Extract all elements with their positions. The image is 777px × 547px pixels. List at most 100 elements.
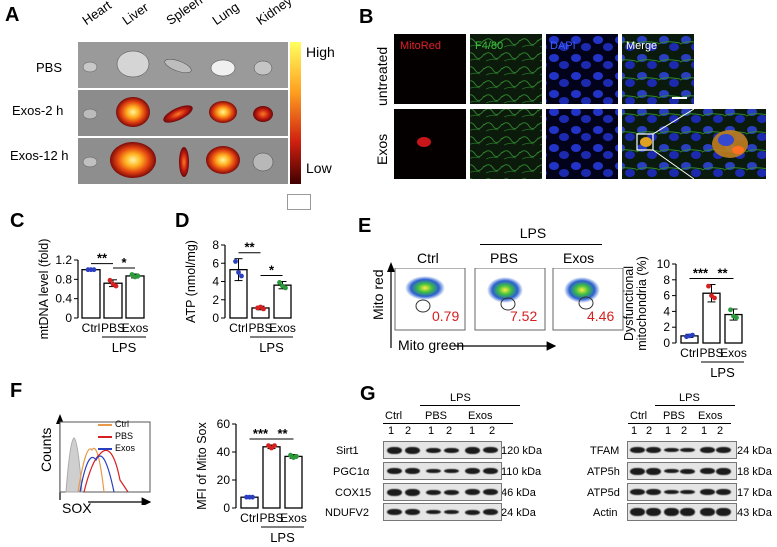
- chart-c-sig-label: *: [121, 255, 127, 270]
- blot-band: [444, 489, 459, 495]
- chart-c-point: [91, 267, 97, 273]
- organ-blob: [110, 142, 156, 178]
- blot-band: [483, 447, 498, 453]
- hist-xlabel: SOX: [62, 500, 92, 516]
- chart-f-ytick-label: 20: [217, 473, 231, 487]
- size-actin: 43 kDa: [737, 507, 772, 519]
- blot-band: [387, 446, 402, 454]
- chart-d-point: [277, 280, 282, 285]
- chart-e-ytick-label: 2: [663, 320, 670, 334]
- legend-swatch-ctrl: [98, 424, 112, 426]
- blot-atp5d: [627, 483, 737, 501]
- lane-1: 1: [388, 425, 395, 437]
- blot-band: [680, 490, 695, 494]
- flow-pct-ctrl: 0.79: [432, 308, 460, 324]
- chart-c-point: [107, 277, 113, 283]
- blot-band: [483, 509, 498, 515]
- chart-c-bar-ctrl: [81, 269, 101, 319]
- legend-exos: Exos: [115, 443, 136, 453]
- tile-exos-dapi: [546, 109, 618, 179]
- blot-right-lps-line: [655, 405, 735, 406]
- blot-right-group-line: [628, 423, 731, 424]
- organ-blob: [206, 146, 240, 174]
- blot-band: [680, 468, 695, 474]
- chart-e-xtick-label: PBS: [699, 346, 723, 360]
- blot-band: [405, 509, 420, 515]
- chart-d-xtick-label: Ctrl: [229, 321, 248, 335]
- chart-c-lps-label: LPS: [112, 340, 137, 355]
- blot-band: [664, 490, 679, 494]
- panel-label-a: A: [5, 4, 20, 26]
- blot-band: [387, 488, 402, 496]
- mitored-signal: [417, 137, 431, 147]
- chart-e-point: [706, 283, 711, 289]
- blot-band: [664, 448, 679, 452]
- blot-band: [465, 489, 480, 495]
- lane-2: 2: [405, 425, 412, 437]
- legend-swatch-pbs: [98, 436, 112, 438]
- protein-ndufv2: NDUFV2: [325, 507, 370, 519]
- size-atp5h: 18 kDa: [737, 466, 772, 478]
- chart-f-ytick-label: 60: [217, 417, 231, 431]
- tile-untreated-dapi: [546, 34, 618, 104]
- blot-band: [680, 448, 695, 452]
- row-exos-12h: Exos-12 h: [10, 148, 69, 163]
- chart-e-ytick-label: 8: [663, 273, 670, 287]
- chart-d-point: [261, 306, 266, 312]
- legend-pbs: PBS: [115, 431, 134, 441]
- hist-curve-exos: [79, 455, 115, 493]
- blot-right-ctrl: Ctrl: [630, 410, 648, 422]
- fluorescence-grid: [394, 34, 766, 180]
- panel-label-g: G: [360, 383, 376, 405]
- blot-band: [483, 468, 498, 474]
- chart-d-ylabel: ATP (nmol/mg): [184, 240, 198, 323]
- chart-e-ytick-label: 0: [663, 336, 670, 350]
- blot-left-ctrl: Ctrl: [385, 410, 403, 422]
- merge-signal: [640, 137, 652, 147]
- blot-band: [716, 467, 731, 475]
- size-atp5d: 17 kDa: [737, 487, 772, 499]
- blot-left-group-line: [383, 423, 513, 424]
- blot-band: [444, 510, 459, 514]
- lane-1: 1: [631, 425, 638, 437]
- flow-pct-exos: 4.46: [587, 308, 615, 324]
- hist-curve-pbs: [83, 449, 129, 493]
- blot-band: [716, 489, 731, 495]
- legend-swatch-exos: [98, 448, 112, 450]
- blot-ndufv2: [383, 503, 502, 521]
- lane-2: 2: [446, 425, 453, 437]
- zoom-line: [652, 108, 695, 135]
- lane-2: 2: [646, 425, 653, 437]
- hist-curve-ctrl: [77, 447, 105, 493]
- chart-d-point: [239, 273, 244, 279]
- chart-d-ytick-label: 2: [212, 293, 219, 307]
- protein-cox15: COX15: [335, 487, 372, 499]
- blot-band: [664, 508, 679, 516]
- flow-title-pbs: PBS: [490, 250, 519, 266]
- zoom-box: [636, 133, 654, 151]
- flow-xlabel: Mito green: [398, 337, 465, 353]
- blot-band: [630, 467, 645, 475]
- chart-e-sig-label: **: [717, 266, 728, 281]
- protein-sirt1: Sirt1: [336, 445, 359, 457]
- flow-gate: [578, 296, 594, 310]
- size-cox15: 46 kDa: [501, 487, 536, 499]
- organ-blob: [209, 101, 237, 123]
- flow-lps-label: LPS: [519, 225, 547, 241]
- chart-c-point: [135, 273, 141, 279]
- row-exos-2h: Exos-2 h: [12, 103, 64, 118]
- tile-untreated-mitored: [394, 34, 466, 104]
- chart-f-sig-label: ***: [253, 426, 269, 441]
- organ-blob: [116, 50, 150, 78]
- blot-band: [483, 489, 498, 495]
- panel-label-f: F: [10, 380, 23, 402]
- protein-atp5h: ATP5h: [587, 466, 620, 478]
- tile-exos-f480: [470, 109, 542, 179]
- blot-cox15: [383, 483, 502, 501]
- chart-f-xtick-label: Ctrl: [240, 511, 259, 525]
- blot-band: [664, 469, 679, 473]
- blot-band: [716, 508, 731, 516]
- scale-info-box: [287, 194, 311, 210]
- flow-gate: [415, 299, 431, 313]
- flow-density: [405, 276, 445, 300]
